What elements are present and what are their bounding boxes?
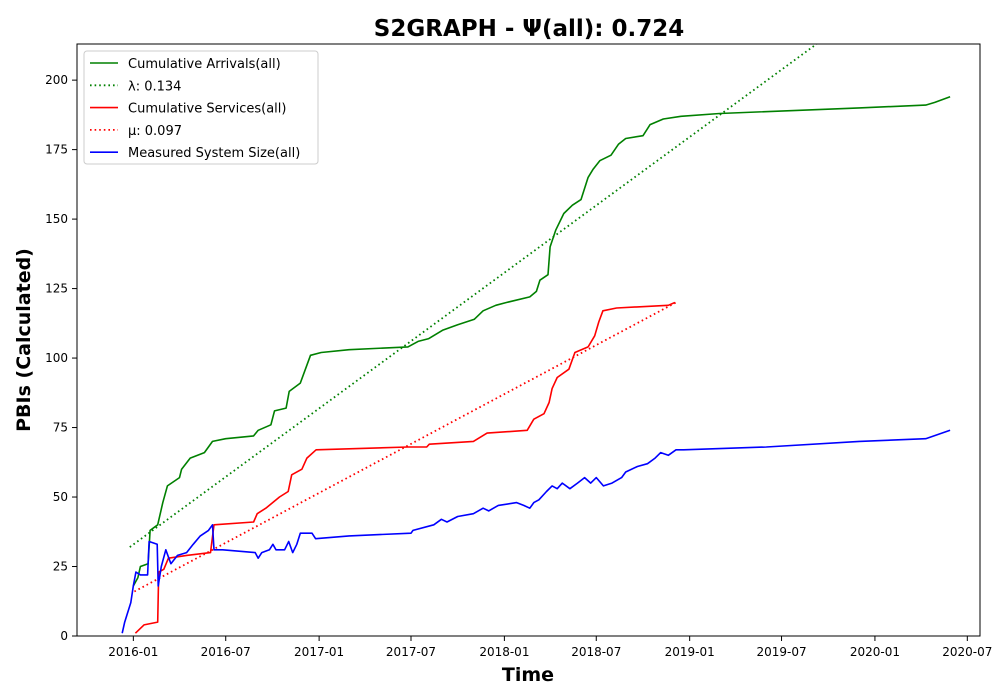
legend-label: λ: 0.134 bbox=[128, 79, 181, 94]
y-tick-label: 25 bbox=[53, 560, 68, 574]
y-tick-label: 50 bbox=[53, 490, 68, 504]
x-tick-label: 2018-07 bbox=[571, 645, 621, 659]
series-line-1 bbox=[129, 44, 818, 548]
legend-label: Cumulative Services(all) bbox=[128, 102, 286, 117]
x-tick-label: 2019-01 bbox=[665, 645, 715, 659]
y-tick-label: 100 bbox=[45, 351, 68, 365]
series-line-0 bbox=[132, 96, 951, 587]
series-layer bbox=[121, 44, 951, 634]
x-tick-label: 2016-01 bbox=[108, 645, 158, 659]
y-tick-label: 175 bbox=[45, 143, 68, 157]
legend-label: Measured System Size(all) bbox=[128, 146, 300, 161]
plot-area bbox=[76, 43, 981, 637]
series-line-2 bbox=[134, 301, 676, 634]
legend: Cumulative Arrivals(all) λ: 0.134 Cumulati… bbox=[83, 50, 319, 165]
legend-label: Cumulative Arrivals(all) bbox=[128, 57, 281, 72]
x-tick-label: 2018-01 bbox=[479, 645, 529, 659]
x-tick-label: 2017-01 bbox=[294, 645, 344, 659]
plot-frame bbox=[76, 43, 981, 637]
x-axis-title: Time bbox=[502, 664, 554, 686]
x-tick-label: 2020-01 bbox=[850, 645, 900, 659]
x-tick-label: 2020-07 bbox=[942, 645, 992, 659]
x-tick-label: 2017-07 bbox=[386, 645, 436, 659]
x-tick-label: 2019-07 bbox=[756, 645, 806, 659]
chart-title: S2GRAPH - Ψ(all): 0.724 bbox=[374, 16, 684, 42]
y-tick-label: 200 bbox=[45, 73, 68, 87]
y-tick-label: 125 bbox=[45, 282, 68, 296]
series-line-4 bbox=[121, 429, 951, 634]
y-axis-title: PBIs (Calculated) bbox=[13, 248, 35, 432]
x-axis: 2016-01 2016-07 2017-01 2017-07 2018-01 2018-… bbox=[108, 636, 992, 659]
legend-label: μ: 0.097 bbox=[128, 124, 182, 139]
y-tick-label: 0 bbox=[60, 629, 68, 643]
series-line-3 bbox=[133, 301, 677, 593]
legend-box bbox=[83, 50, 319, 165]
y-tick-label: 75 bbox=[53, 421, 68, 435]
y-axis: 0 25 50 75 100 125 150 175 200 bbox=[45, 73, 77, 643]
x-tick-label: 2016-07 bbox=[201, 645, 251, 659]
y-tick-label: 150 bbox=[45, 212, 68, 226]
